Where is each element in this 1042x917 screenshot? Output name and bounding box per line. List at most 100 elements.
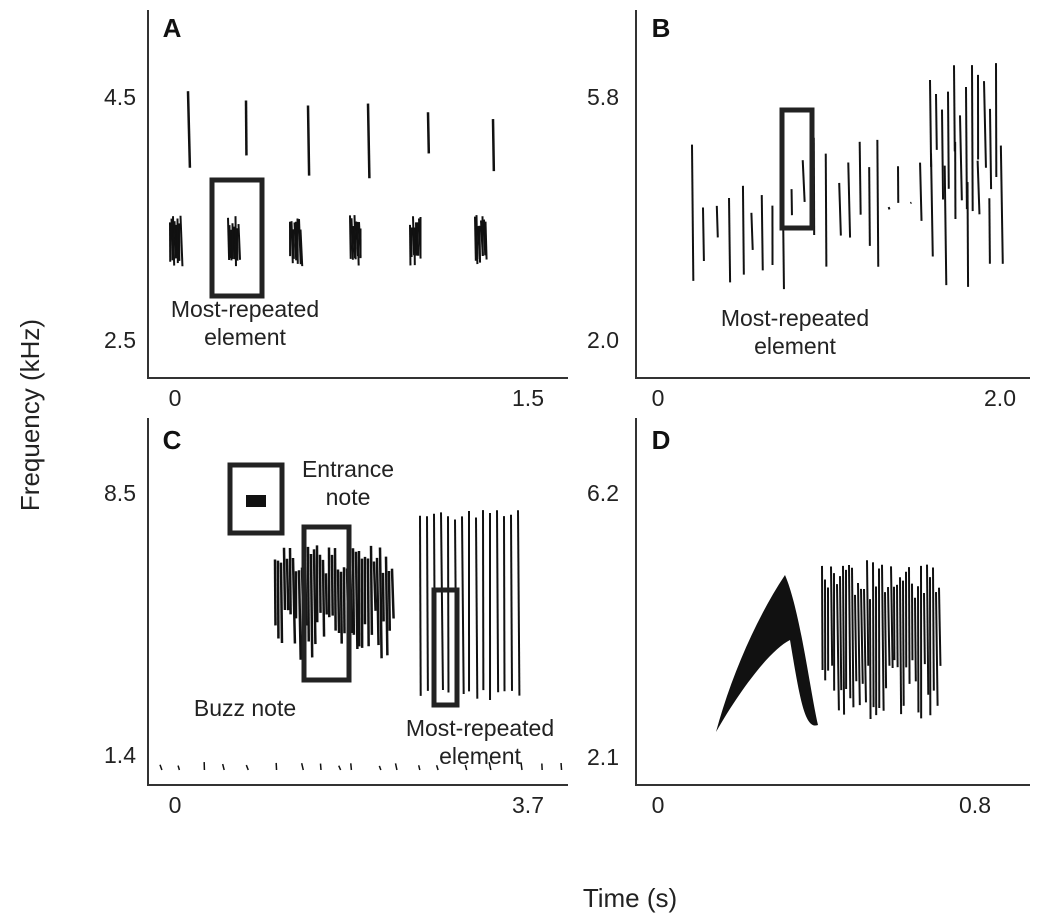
spectrogram-trace bbox=[701, 207, 705, 262]
spectrogram-trace bbox=[349, 215, 352, 259]
x-tick-label: 1.5 bbox=[512, 385, 544, 411]
panel-letter: C bbox=[162, 425, 182, 455]
spectrogram-trace bbox=[836, 584, 840, 711]
spectrogram-trace bbox=[483, 219, 487, 256]
annotation: Most-repeated element bbox=[170, 296, 320, 350]
spectrogram-trace bbox=[390, 568, 395, 619]
spectrogram-trace bbox=[750, 212, 754, 250]
spectrogram-trace bbox=[291, 557, 297, 644]
spectrogram-trace bbox=[838, 182, 842, 236]
y-tick-label: 6.2 bbox=[587, 480, 619, 506]
spectrogram-trace bbox=[520, 762, 523, 771]
spectrogram-trace bbox=[478, 225, 482, 263]
spectrogram-trace bbox=[461, 516, 465, 694]
spectrogram-trace bbox=[741, 185, 745, 275]
spectrogram-trace bbox=[919, 162, 923, 221]
spectrogram-trace bbox=[173, 221, 178, 259]
y-tick-label: 2.0 bbox=[587, 327, 619, 353]
spectrogram-trace bbox=[863, 588, 867, 703]
axes-c bbox=[147, 418, 568, 786]
spectrogram-trace bbox=[309, 553, 314, 658]
spectrogram-trace bbox=[848, 564, 852, 699]
spectrogram-trace bbox=[908, 567, 911, 684]
annotation: Buzz note bbox=[193, 695, 297, 721]
spectrogram-trace bbox=[237, 224, 242, 260]
spectrogram-trace bbox=[503, 516, 506, 692]
spectrogram-trace bbox=[221, 763, 225, 771]
y-axis-label: Frequency (kHz) bbox=[15, 318, 45, 512]
spectrogram-trace bbox=[394, 763, 398, 771]
spectrogram-trace bbox=[941, 109, 945, 200]
spectrogram-trace bbox=[860, 588, 864, 684]
spectrogram-trace bbox=[971, 65, 974, 212]
spectrogram-trace bbox=[179, 215, 184, 267]
spectrogram-trace bbox=[830, 566, 834, 666]
spectrogram-trace bbox=[464, 764, 468, 771]
spectrogram-trace bbox=[899, 577, 903, 715]
spectrogram-trace bbox=[965, 86, 968, 210]
spectrogram-trace bbox=[342, 567, 346, 634]
axes-a bbox=[147, 10, 568, 379]
spectrogram-trace bbox=[858, 141, 862, 215]
spectrogram-trace bbox=[474, 216, 477, 261]
spectrogram-trace bbox=[245, 764, 249, 771]
spectrogram-trace bbox=[159, 764, 163, 771]
spectrogram-trace bbox=[318, 554, 322, 613]
spectrogram-trace bbox=[869, 599, 872, 720]
spectrogram-trace bbox=[914, 597, 917, 682]
box bbox=[779, 107, 815, 231]
spectrogram-trace bbox=[760, 195, 764, 271]
spectrogram-trace bbox=[824, 153, 828, 267]
x-axis-label: Time (s) bbox=[582, 883, 678, 913]
spectrogram-trace bbox=[186, 91, 192, 168]
spectrogram-trace bbox=[290, 221, 294, 264]
spectrogram-trace bbox=[935, 592, 939, 706]
spectrogram-trace bbox=[887, 587, 891, 666]
spectrogram-trace bbox=[959, 115, 963, 201]
spectrogram-trace bbox=[339, 571, 343, 644]
spectrogram-trace bbox=[851, 567, 855, 708]
spectrogram-trace bbox=[821, 565, 824, 671]
spectrogram-trace bbox=[491, 119, 496, 172]
spectrogram-trace bbox=[953, 65, 956, 152]
spectrogram-trace bbox=[321, 559, 326, 637]
spectrogram-trace bbox=[923, 593, 926, 665]
spectrogram-trace bbox=[369, 545, 374, 635]
spectrogram-trace bbox=[842, 565, 846, 715]
spectrogram-trace bbox=[417, 765, 421, 771]
spectrogram-trace bbox=[876, 139, 880, 267]
spectrogram-trace bbox=[381, 572, 385, 622]
spectrogram-trace bbox=[866, 560, 870, 666]
x-tick-label: 3.7 bbox=[512, 792, 544, 818]
y-tick-label: 2.1 bbox=[587, 744, 619, 770]
spectrogram-trace bbox=[324, 573, 328, 615]
spectrogram-trace bbox=[333, 548, 337, 631]
axes bbox=[147, 10, 1030, 786]
spectrogram-trace bbox=[297, 570, 302, 660]
spectrogram-trace bbox=[932, 567, 935, 691]
spectrogram-trace bbox=[890, 566, 894, 669]
spectrogram-trace bbox=[416, 222, 420, 256]
y-tick-label: 1.4 bbox=[104, 742, 136, 768]
spectrogram-trace bbox=[356, 221, 360, 266]
y-tick-label: 5.8 bbox=[587, 84, 619, 110]
y-tick-label: 4.5 bbox=[104, 84, 136, 110]
x-tick-label: 0 bbox=[168, 792, 182, 818]
spectrogram-trace bbox=[306, 546, 310, 642]
axes-b bbox=[635, 10, 1030, 379]
spectrogram-trace bbox=[847, 162, 852, 238]
spectrogram-trace bbox=[419, 515, 422, 696]
spectrogram-trace bbox=[312, 549, 317, 645]
x-tick-label: 2.0 bbox=[984, 385, 1016, 411]
spectrogram-trace bbox=[872, 562, 875, 708]
spectrogram-trace bbox=[306, 105, 311, 176]
spectrogram-trace bbox=[426, 516, 429, 691]
annotation: Entrance note bbox=[301, 456, 395, 510]
spectrogram-trace bbox=[366, 103, 371, 179]
spectrogram-trace bbox=[292, 229, 295, 259]
spectrogram-trace bbox=[488, 762, 492, 771]
box bbox=[209, 177, 265, 299]
spectrogram-trace bbox=[354, 551, 359, 650]
y-tick-label: 2.5 bbox=[104, 327, 136, 353]
spectrogram-trace bbox=[378, 547, 383, 659]
